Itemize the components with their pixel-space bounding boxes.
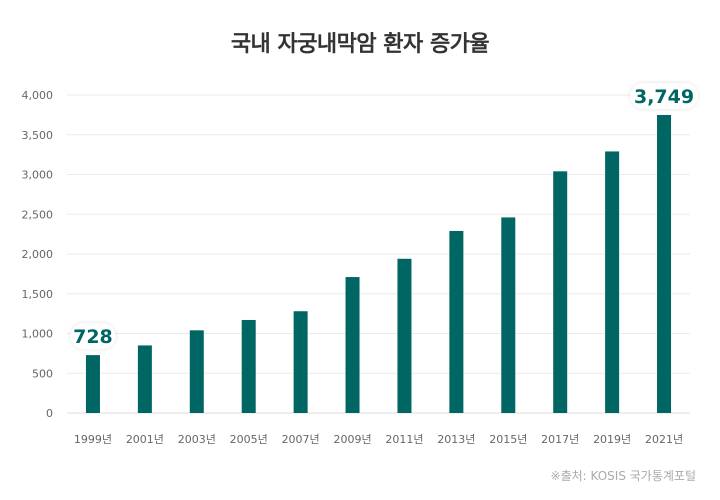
callout-value: 728	[73, 326, 113, 348]
x-tick-label: 2009년	[333, 433, 371, 446]
bar	[397, 258, 412, 413]
x-tick-label: 2017년	[541, 433, 579, 446]
bar	[501, 217, 516, 413]
x-tick-label: 1999년	[74, 433, 112, 446]
bar	[241, 319, 256, 413]
y-axis-labels: 0 500 1,000 1,500 2,000 2,500 3,000 3,500 4,000	[22, 89, 54, 420]
source-note: ※출처: KOSIS 국가통계포털	[550, 469, 696, 483]
bar	[345, 277, 360, 413]
x-tick-label: 2005년	[230, 433, 268, 446]
value-callouts: 728 3,749	[70, 82, 698, 350]
y-tick-label: 2,000	[22, 248, 54, 261]
y-tick-label: 2,500	[22, 208, 54, 221]
bar	[605, 151, 620, 413]
y-tick-label: 3,500	[22, 129, 54, 142]
y-tick-label: 500	[32, 367, 53, 380]
bar	[137, 345, 152, 413]
x-tick-label: 2015년	[489, 433, 527, 446]
bar	[553, 171, 568, 413]
x-tick-label: 2013년	[437, 433, 475, 446]
bar	[189, 330, 204, 413]
value-callout: 728	[70, 323, 116, 350]
x-tick-label: 2007년	[282, 433, 320, 446]
y-tick-label: 0	[46, 407, 53, 420]
x-tick-label: 2019년	[593, 433, 631, 446]
x-axis-labels: 1999년 2001년 2003년 2005년 2007년 2009년 2011년 2013년…	[74, 433, 683, 446]
x-tick-label: 2011년	[385, 433, 423, 446]
grid-layer	[67, 94, 690, 414]
x-tick-label: 2001년	[126, 433, 164, 446]
x-tick-label: 2003년	[178, 433, 216, 446]
bar	[449, 230, 464, 413]
callout-value: 3,749	[634, 86, 694, 108]
chart-title: 국내 자궁내막암 환자 증가율	[230, 32, 490, 57]
callout-background	[70, 323, 116, 350]
y-tick-label: 3,000	[22, 169, 54, 182]
y-tick-label: 1,500	[22, 288, 54, 301]
bar	[293, 311, 308, 413]
bar	[657, 114, 672, 413]
bar	[85, 355, 100, 413]
value-callout: 3,749	[630, 82, 698, 109]
y-tick-label: 1,000	[22, 328, 54, 341]
y-tick-label: 4,000	[22, 89, 54, 102]
bars-layer	[85, 114, 672, 413]
x-tick-label: 2021년	[645, 433, 683, 446]
callout-background	[630, 82, 698, 109]
